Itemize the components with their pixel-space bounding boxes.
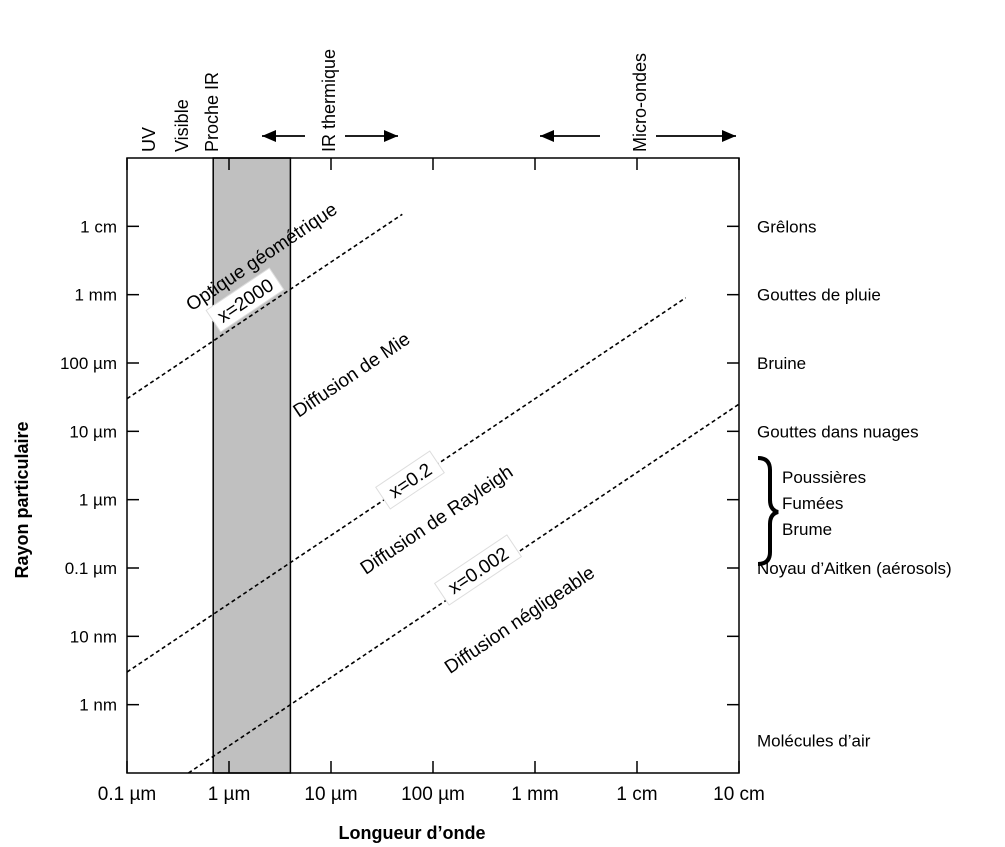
y-tick-label: 1 nm bbox=[79, 696, 117, 715]
right-label: Grêlons bbox=[757, 217, 817, 236]
x-tick-label: 10 cm bbox=[713, 784, 765, 805]
series-line-1 bbox=[126, 213, 403, 400]
region-label-2: Diffusion de Mie bbox=[290, 329, 414, 422]
ticks-layer: 0.1 µm 1 µm 10 µm 100 µm 1 mm 1 cm 10 cm 1 nm 10… bbox=[60, 158, 765, 805]
right-label: Molécules d’air bbox=[757, 731, 871, 750]
y-tick-label: 1 mm bbox=[75, 286, 118, 305]
right-label: Bruine bbox=[757, 354, 806, 373]
series-label-group-3: x=0.002 bbox=[433, 534, 523, 606]
y-tick-label: 0.1 µm bbox=[65, 559, 117, 578]
series-label-group-2: x=0.2 bbox=[375, 450, 445, 510]
series-label-box bbox=[205, 267, 285, 333]
y-tick-label: 100 µm bbox=[60, 354, 117, 373]
top-band-label: Proche IR bbox=[202, 72, 222, 152]
x-tick-label: 1 µm bbox=[208, 784, 251, 805]
series-label-box bbox=[433, 534, 523, 606]
near-ir-band bbox=[212, 157, 292, 774]
x-tick-label: 0.1 µm bbox=[98, 784, 156, 805]
bracket-label: Fumées bbox=[782, 494, 843, 513]
x-tick-label: 100 µm bbox=[401, 784, 465, 805]
band-arrow-head bbox=[722, 130, 736, 142]
top-bands: UV Visible Proche IR IR thermique Micro-onde… bbox=[139, 49, 736, 152]
y-tick-label: 10 µm bbox=[69, 422, 117, 441]
y-axis-title: Rayon particulaire bbox=[12, 421, 32, 578]
top-band-label: UV bbox=[139, 127, 159, 152]
bracket-label: Brume bbox=[782, 520, 832, 539]
right-label: Gouttes dans nuages bbox=[757, 422, 919, 441]
right-label: Gouttes de pluie bbox=[757, 286, 881, 305]
right-labels: Grêlons Gouttes de pluie Bruine Gouttes dan… bbox=[757, 217, 952, 750]
x-tick-label: 1 mm bbox=[511, 784, 559, 805]
y-tick-label: 10 nm bbox=[70, 627, 117, 646]
y-tick-label: 1 µm bbox=[79, 491, 117, 510]
x-tick-label: 1 cm bbox=[616, 784, 657, 805]
bracket-icon bbox=[757, 456, 779, 566]
x-tick-label: 10 µm bbox=[304, 784, 357, 805]
band-arrow-head bbox=[540, 130, 554, 142]
band-arrow-head bbox=[262, 130, 276, 142]
top-band-label: Micro-ondes bbox=[630, 53, 650, 152]
top-band-label: IR thermique bbox=[319, 49, 339, 152]
series-label-box bbox=[375, 450, 445, 510]
x-axis-title: Longueur d’onde bbox=[339, 823, 486, 843]
top-band-label: Visible bbox=[172, 99, 192, 152]
right-label: Noyau d’Aitken (aérosols) bbox=[757, 559, 952, 578]
y-tick-label: 1 cm bbox=[80, 217, 117, 236]
band-arrow-head bbox=[384, 130, 398, 142]
bracket-label: Poussières bbox=[782, 468, 866, 487]
